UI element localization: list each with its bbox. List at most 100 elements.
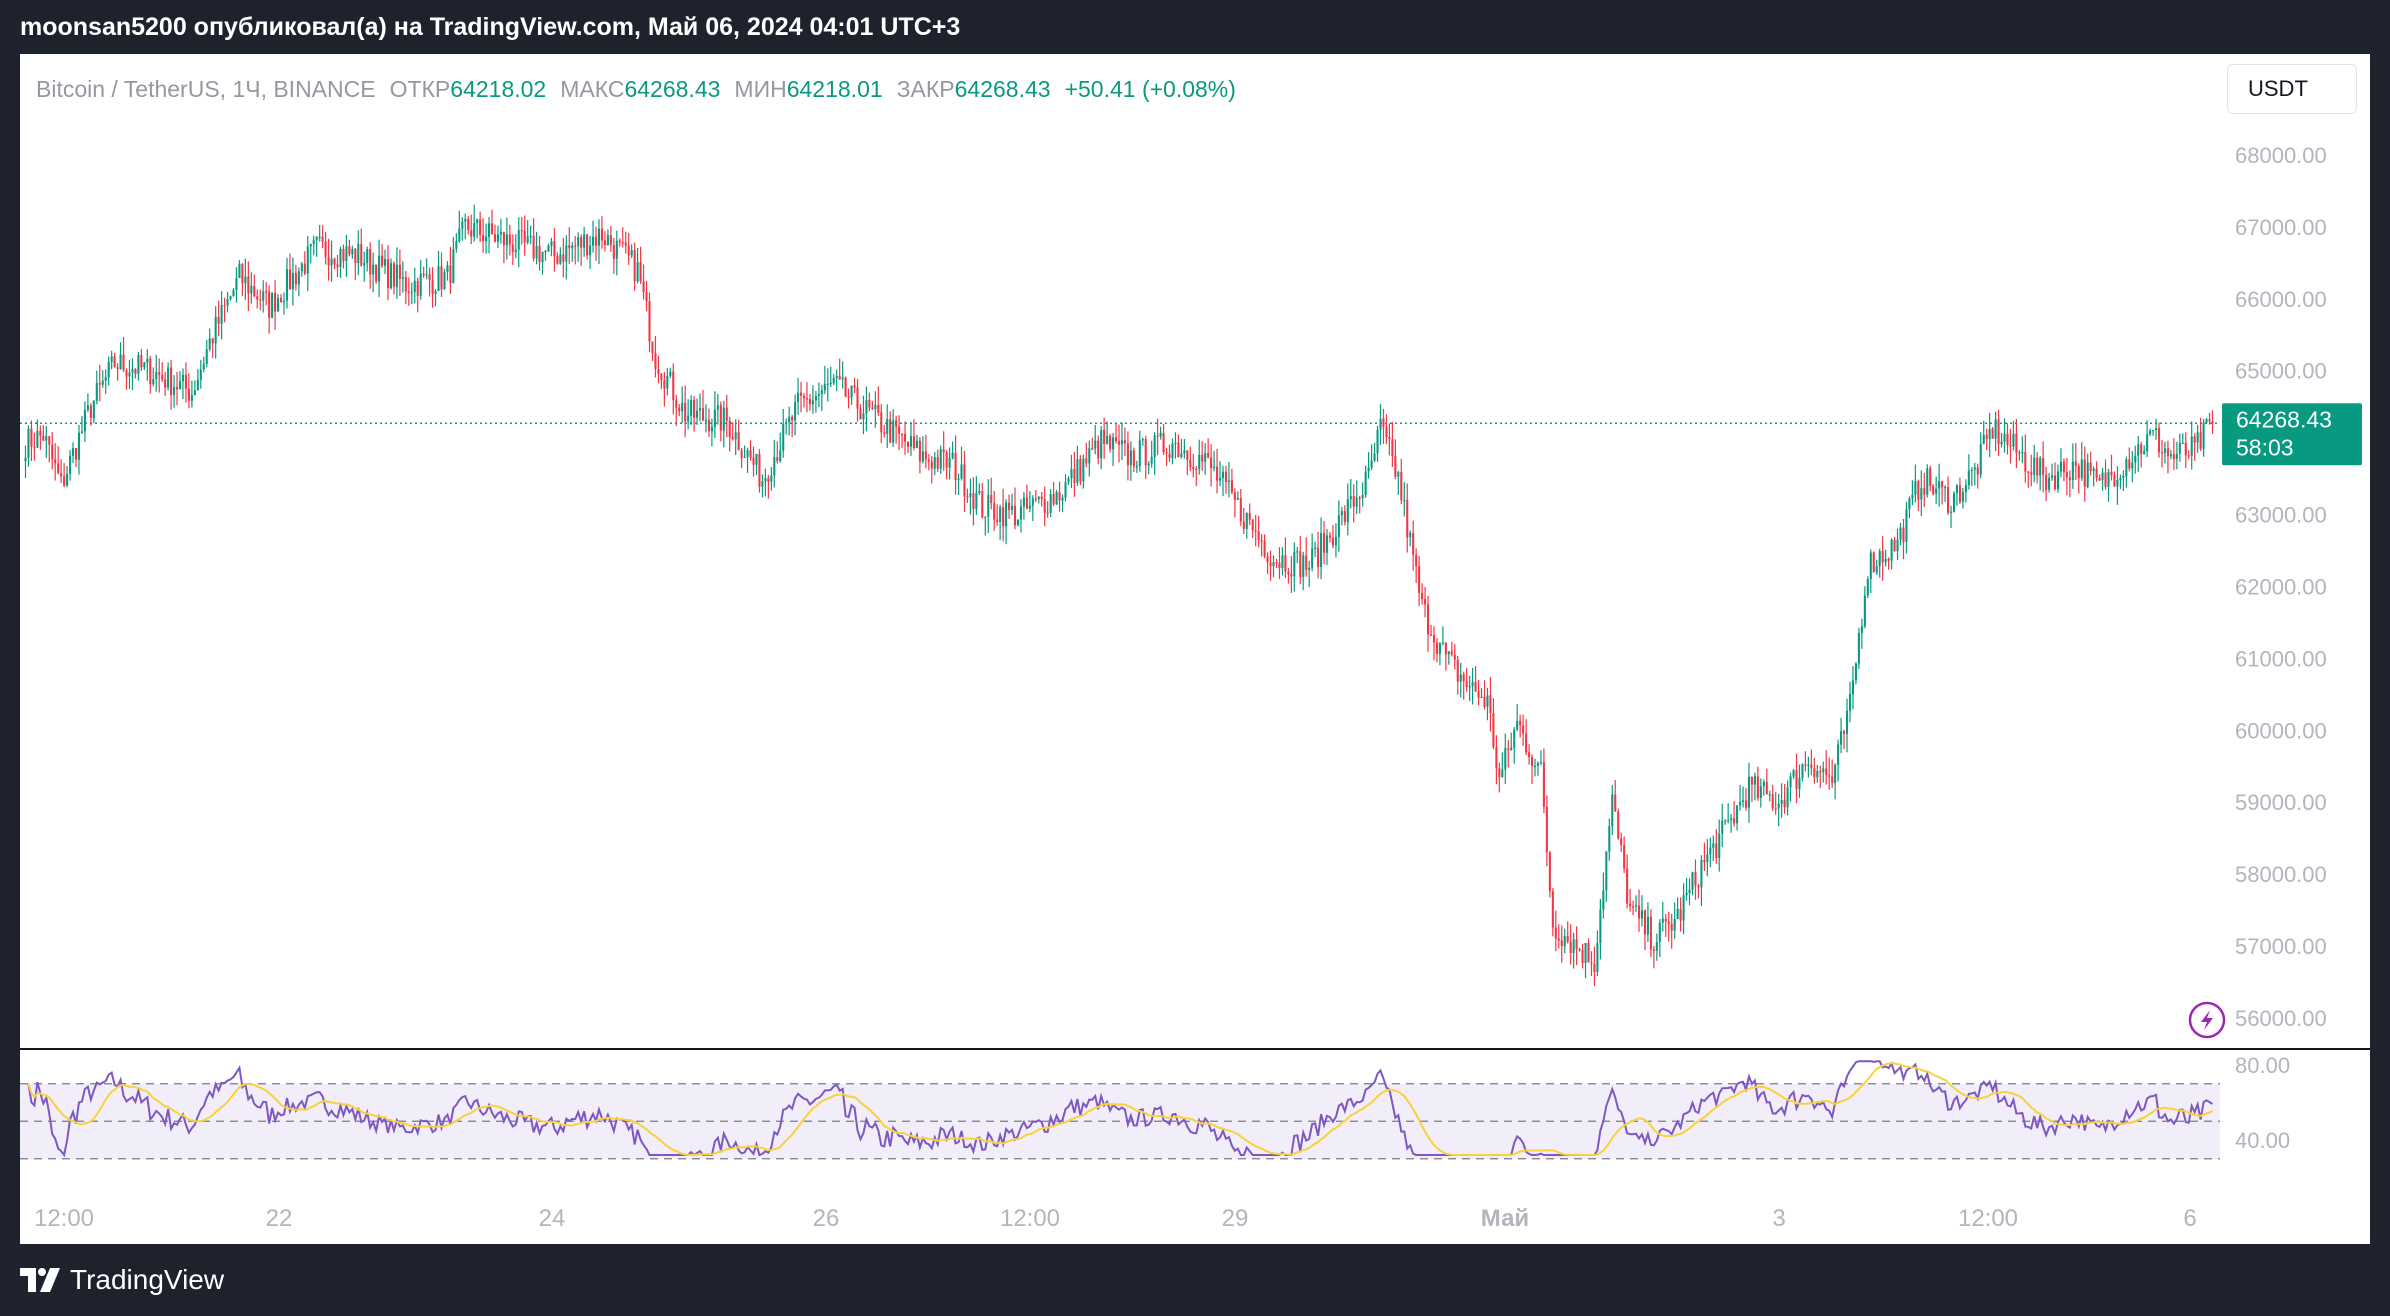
candle-body bbox=[306, 246, 309, 274]
candle-body bbox=[963, 464, 966, 497]
currency-button[interactable]: USDT bbox=[2227, 64, 2357, 114]
chart-container[interactable]: 69000.0068000.0067000.0066000.0065000.00… bbox=[20, 54, 2370, 1244]
candle-body bbox=[1064, 482, 1067, 498]
time-axis[interactable]: 12:00 22 24 26 12:00 29 Май 3 12:00 6 bbox=[34, 1205, 2197, 1232]
candle-body bbox=[1605, 851, 1608, 891]
candle-body bbox=[1920, 488, 1923, 500]
candle-body bbox=[1260, 540, 1263, 542]
time-tick-label: 12:00 bbox=[1000, 1205, 1060, 1232]
candle-body bbox=[398, 264, 401, 279]
candle-body bbox=[1195, 468, 1198, 471]
candle-body bbox=[1385, 427, 1388, 438]
candle-body bbox=[1623, 845, 1626, 869]
time-tick-label: 3 bbox=[1772, 1205, 1785, 1232]
candle-body bbox=[832, 378, 835, 383]
candle-body bbox=[577, 237, 580, 246]
candle-body bbox=[1941, 481, 1944, 488]
candle-body bbox=[1008, 502, 1011, 510]
candle-body bbox=[1774, 808, 1777, 810]
candle-body bbox=[1450, 651, 1453, 655]
candle-body bbox=[1129, 450, 1132, 465]
candle-body bbox=[214, 316, 217, 344]
candle-body bbox=[496, 234, 499, 242]
candle-body bbox=[909, 436, 913, 447]
candle-body bbox=[131, 369, 134, 373]
candle-body bbox=[161, 375, 164, 380]
candle-body bbox=[395, 264, 398, 287]
candle-body bbox=[2166, 448, 2169, 457]
candle-body bbox=[1733, 818, 1736, 824]
candle-body bbox=[1688, 889, 1691, 893]
candle-body bbox=[170, 367, 173, 395]
candle-body bbox=[425, 274, 428, 276]
candle-body bbox=[725, 407, 728, 421]
candle-body bbox=[175, 387, 179, 390]
candle-body bbox=[1854, 663, 1857, 681]
candle-body bbox=[1730, 818, 1733, 821]
candle-body bbox=[624, 242, 627, 246]
candle-body bbox=[808, 399, 812, 405]
candle-body bbox=[2202, 422, 2205, 449]
candle-body bbox=[375, 264, 378, 282]
candle-body bbox=[369, 249, 372, 275]
candle-body bbox=[776, 457, 779, 461]
current-price-tag bbox=[2222, 403, 2362, 466]
candle-body bbox=[265, 291, 268, 293]
candle-body bbox=[1848, 694, 1852, 711]
candle-body bbox=[767, 478, 770, 482]
candle-body bbox=[1736, 805, 1739, 824]
candle-body bbox=[152, 379, 155, 385]
candle-body bbox=[672, 371, 675, 401]
candle-body bbox=[1055, 492, 1058, 505]
time-tick-label: 26 bbox=[813, 1205, 840, 1232]
candle-body bbox=[657, 368, 660, 374]
candle-body bbox=[651, 341, 654, 353]
price-tick-label: 57000.00 bbox=[2235, 934, 2327, 959]
candle-body bbox=[437, 266, 440, 292]
candle-body bbox=[1560, 940, 1563, 947]
candle-body bbox=[1863, 595, 1866, 627]
candle-body bbox=[1629, 903, 1632, 907]
attribution-text: moonsan5200 опубликовал(а) на TradingVie… bbox=[20, 12, 961, 41]
candle-body bbox=[954, 452, 957, 481]
publish-attribution: moonsan5200 опубликовал(а) на TradingVie… bbox=[0, 0, 2390, 54]
candle-body bbox=[2163, 448, 2167, 453]
candle-body bbox=[416, 280, 419, 296]
chart-canvas[interactable]: 69000.0068000.0067000.0066000.0065000.00… bbox=[20, 54, 2370, 1244]
candle-body bbox=[645, 292, 648, 302]
candle-body bbox=[220, 305, 223, 324]
candle-body bbox=[642, 281, 645, 293]
candle-body bbox=[1483, 696, 1486, 707]
candle-body bbox=[915, 440, 918, 448]
candle-body bbox=[1100, 429, 1103, 459]
price-axis[interactable]: 69000.0068000.0067000.0066000.0065000.00… bbox=[2235, 71, 2327, 1031]
candle-body bbox=[1878, 551, 1881, 567]
candle-body bbox=[1554, 927, 1557, 939]
candle-body bbox=[1441, 642, 1444, 644]
candle-body bbox=[520, 230, 523, 232]
candle-body bbox=[1492, 713, 1495, 748]
candle-body bbox=[27, 428, 30, 458]
candle-body bbox=[1530, 757, 1534, 767]
candle-body bbox=[1031, 498, 1034, 506]
candle-body bbox=[1221, 471, 1225, 479]
candle-body bbox=[1269, 562, 1272, 567]
close-value: 64268.43 bbox=[954, 76, 1051, 102]
candle-countdown: 58:03 bbox=[2236, 434, 2294, 460]
candle-body bbox=[2000, 441, 2003, 445]
candle-body bbox=[470, 230, 473, 237]
price-tick-label: 68000.00 bbox=[2235, 143, 2327, 168]
candle-body bbox=[1328, 535, 1332, 538]
candle-body bbox=[1334, 537, 1337, 546]
candle-body bbox=[69, 455, 72, 474]
candle-body bbox=[675, 400, 678, 408]
candle-body bbox=[1700, 859, 1703, 888]
candle-body bbox=[1649, 916, 1652, 950]
candle-body bbox=[226, 299, 229, 306]
candle-body bbox=[1311, 548, 1314, 568]
candle-body bbox=[1955, 485, 1959, 494]
candle-body bbox=[2098, 477, 2101, 481]
candle-body bbox=[229, 296, 232, 300]
candle-body bbox=[960, 464, 963, 479]
lightning-icon[interactable] bbox=[2188, 1001, 2226, 1039]
